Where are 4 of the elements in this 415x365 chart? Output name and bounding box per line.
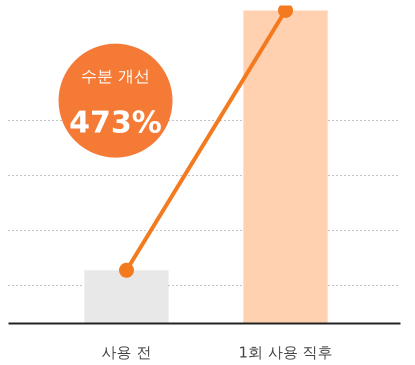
x-tick-label: 사용 전 xyxy=(102,344,152,362)
annotation: 473% xyxy=(69,106,162,141)
x-tick-label: 1회 사용 직후 xyxy=(238,344,333,362)
annotation: 수분 개선 xyxy=(80,66,150,86)
